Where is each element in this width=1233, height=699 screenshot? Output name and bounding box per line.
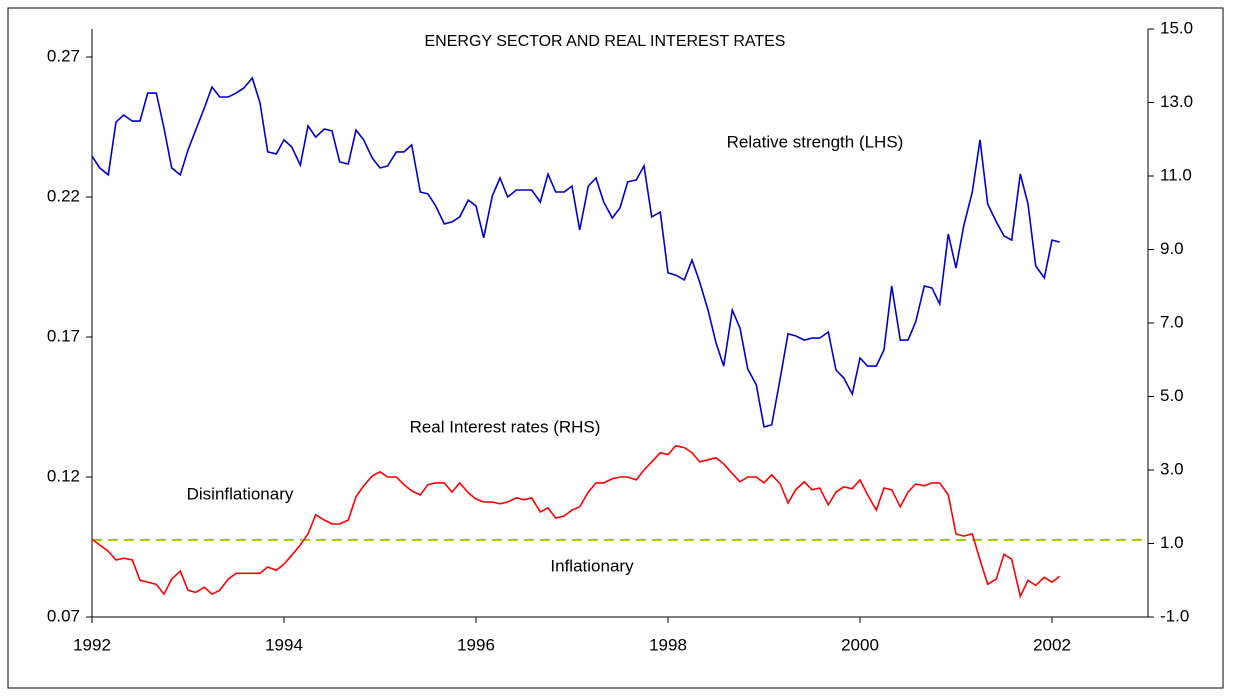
series-line: [91, 76, 1060, 428]
x-tick-label: 2000: [841, 635, 879, 654]
y2-tick-label: 1.0: [1160, 533, 1184, 552]
x-tick-label: 1996: [457, 635, 495, 654]
y-tick-label: 0.12: [47, 466, 80, 485]
y2-tick-label: 3.0: [1160, 459, 1184, 478]
x-tick-label: 1994: [265, 635, 303, 654]
y2-tick-label: 7.0: [1160, 312, 1184, 331]
y2-tick-label: 15.0: [1160, 18, 1193, 37]
y-tick-label: 0.07: [47, 606, 80, 625]
y2-tick-label: 5.0: [1160, 386, 1184, 405]
y2-tick-label: -1.0: [1160, 606, 1189, 625]
y-tick-label: 0.27: [47, 46, 80, 65]
x-tick-label: 2002: [1033, 635, 1071, 654]
annotation: Disinflationary: [187, 484, 294, 503]
annotation: Relative strength (LHS): [727, 132, 904, 151]
x-tick-label: 1992: [73, 635, 111, 654]
series-line: [91, 444, 1061, 599]
y-tick-label: 0.17: [47, 326, 80, 345]
chart-title: ENERGY SECTOR AND REAL INTEREST RATES: [425, 33, 786, 50]
y2-tick-label: 9.0: [1160, 239, 1184, 258]
frame: [7, 7, 1224, 689]
annotation: Inflationary: [550, 556, 634, 575]
y2-tick-label: 11.0: [1160, 165, 1192, 184]
annotation: Real Interest rates (RHS): [410, 417, 601, 436]
x-tick-label: 1998: [649, 635, 687, 654]
y2-tick-label: 13.0: [1160, 92, 1193, 111]
y-tick-label: 0.22: [47, 186, 80, 205]
